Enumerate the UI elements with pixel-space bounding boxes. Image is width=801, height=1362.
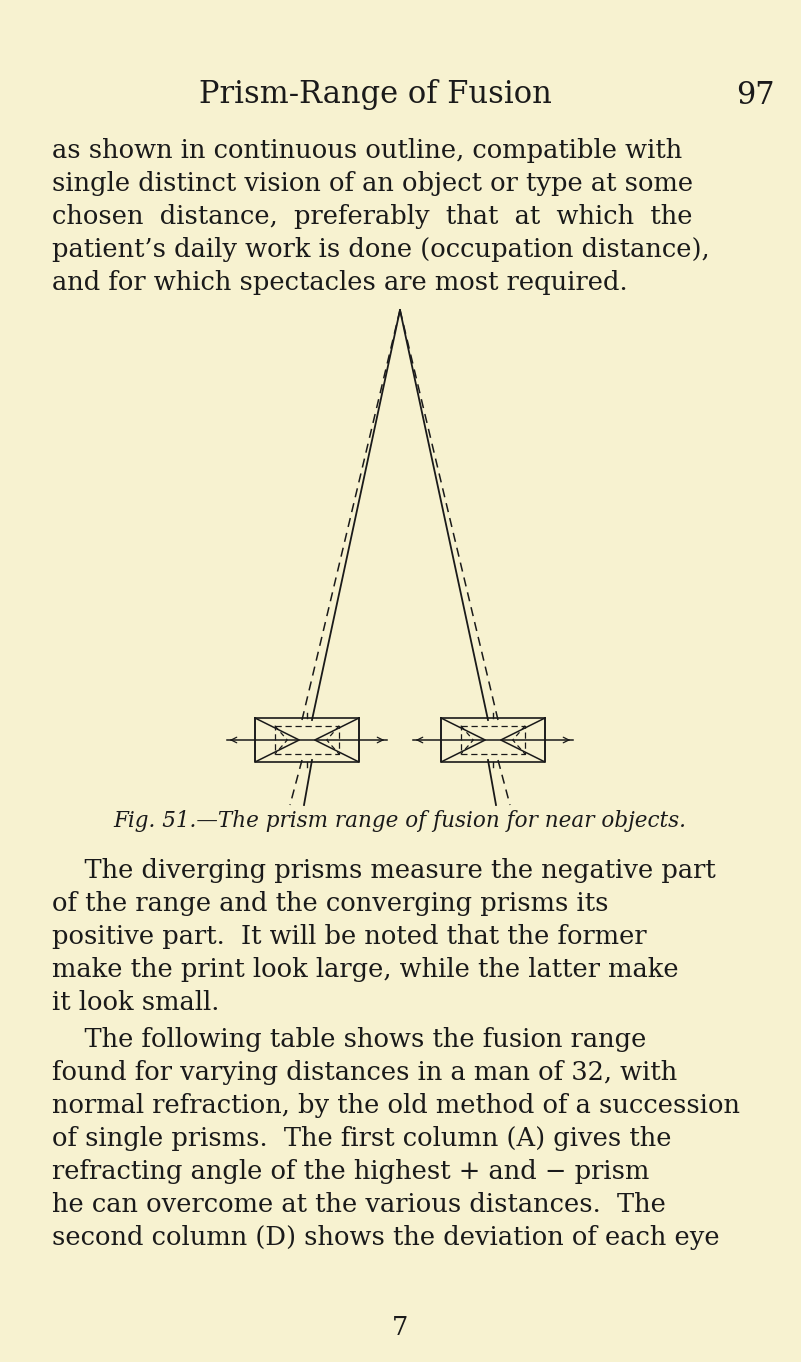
Text: single distinct vision of an object or type at some: single distinct vision of an object or t… — [52, 172, 693, 196]
Text: he can overcome at the various distances.  The: he can overcome at the various distances… — [52, 1192, 666, 1218]
Text: Prism-Range of Fusion: Prism-Range of Fusion — [199, 79, 551, 110]
Text: make the print look large, while the latter make: make the print look large, while the lat… — [52, 957, 678, 982]
Text: The following table shows the fusion range: The following table shows the fusion ran… — [52, 1027, 646, 1051]
Text: patient’s daily work is done (occupation distance),: patient’s daily work is done (occupation… — [52, 237, 710, 262]
Text: The diverging prisms measure the negative part: The diverging prisms measure the negativ… — [52, 858, 716, 883]
Text: positive part.  It will be noted that the former: positive part. It will be noted that the… — [52, 923, 646, 949]
Text: as shown in continuous outline, compatible with: as shown in continuous outline, compatib… — [52, 138, 682, 163]
Text: of single prisms.  The first column (A) gives the: of single prisms. The first column (A) g… — [52, 1126, 671, 1151]
Text: of the range and the converging prisms its: of the range and the converging prisms i… — [52, 891, 609, 917]
Text: found for varying distances in a man of 32, with: found for varying distances in a man of … — [52, 1060, 678, 1086]
Text: Fig. 51.—The prism range of fusion for near objects.: Fig. 51.—The prism range of fusion for n… — [114, 810, 686, 832]
Text: second column (D) shows the deviation of each eye: second column (D) shows the deviation of… — [52, 1224, 719, 1250]
Text: refracting angle of the highest + and − prism: refracting angle of the highest + and − … — [52, 1159, 650, 1184]
Text: it look small.: it look small. — [52, 990, 219, 1015]
Text: and for which spectacles are most required.: and for which spectacles are most requir… — [52, 270, 628, 296]
Text: 97: 97 — [735, 79, 775, 110]
Text: chosen  distance,  preferably  that  at  which  the: chosen distance, preferably that at whic… — [52, 204, 693, 229]
Text: 7: 7 — [392, 1314, 409, 1340]
Text: normal refraction, by the old method of a succession: normal refraction, by the old method of … — [52, 1092, 740, 1118]
